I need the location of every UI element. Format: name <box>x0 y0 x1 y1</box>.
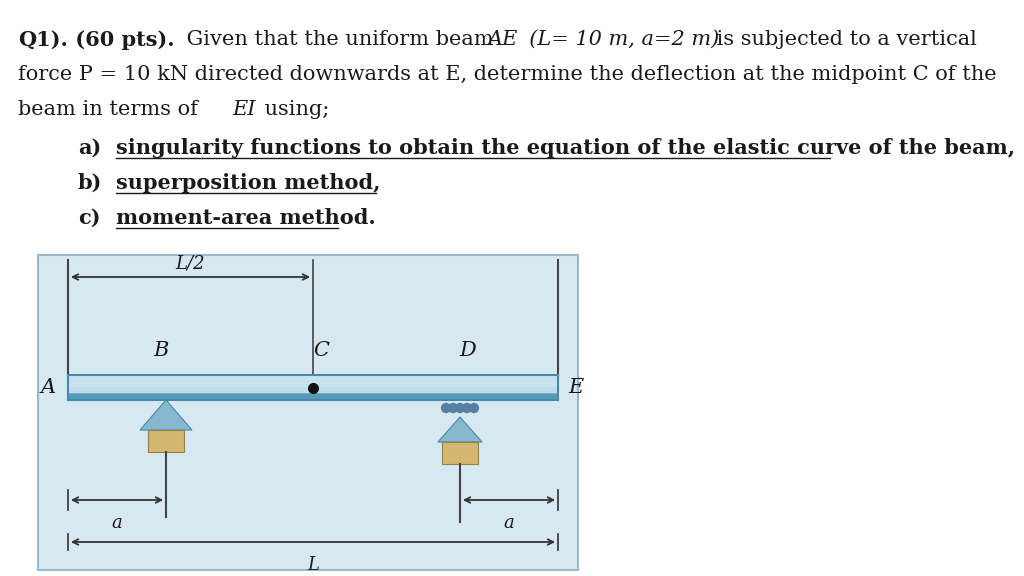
Text: c): c) <box>78 208 100 228</box>
Bar <box>68 375 558 400</box>
Text: beam in terms of: beam in terms of <box>18 100 205 119</box>
Text: a: a <box>504 514 514 532</box>
Text: D: D <box>460 341 476 360</box>
Text: moment-area method.: moment-area method. <box>116 208 376 228</box>
FancyBboxPatch shape <box>38 255 578 570</box>
Text: singularity functions to obtain the equation of the elastic curve of the beam,: singularity functions to obtain the equa… <box>116 138 1015 158</box>
Text: A: A <box>41 378 56 397</box>
Polygon shape <box>438 417 482 442</box>
Text: C: C <box>313 341 329 360</box>
Text: AE: AE <box>488 30 518 49</box>
Circle shape <box>463 404 471 412</box>
Text: (L= 10 m, a=2 m): (L= 10 m, a=2 m) <box>516 30 719 49</box>
Text: L/2: L/2 <box>176 255 206 273</box>
Text: Q1).: Q1). <box>18 30 68 50</box>
Circle shape <box>449 404 458 412</box>
Bar <box>68 375 558 387</box>
Bar <box>68 383 558 394</box>
Text: EI: EI <box>232 100 256 119</box>
Text: a): a) <box>78 138 101 158</box>
Text: superposition method,: superposition method, <box>116 173 380 193</box>
Text: E: E <box>568 378 584 397</box>
Text: a: a <box>112 514 123 532</box>
Circle shape <box>469 404 478 412</box>
Circle shape <box>456 404 465 412</box>
Bar <box>442 442 478 464</box>
Text: Given that the uniform beam: Given that the uniform beam <box>180 30 501 49</box>
Text: force P = 10 kN directed downwards at E, determine the deflection at the midpoin: force P = 10 kN directed downwards at E,… <box>18 65 996 84</box>
Text: L: L <box>307 556 319 574</box>
Circle shape <box>441 404 451 412</box>
Text: is subjected to a vertical: is subjected to a vertical <box>710 30 977 49</box>
Bar <box>68 394 558 400</box>
Text: using;: using; <box>258 100 330 119</box>
Bar <box>148 430 184 452</box>
Text: B: B <box>154 341 169 360</box>
Text: b): b) <box>78 173 102 193</box>
Text: (60 pts).: (60 pts). <box>68 30 175 50</box>
Polygon shape <box>140 400 193 430</box>
Bar <box>68 387 558 393</box>
